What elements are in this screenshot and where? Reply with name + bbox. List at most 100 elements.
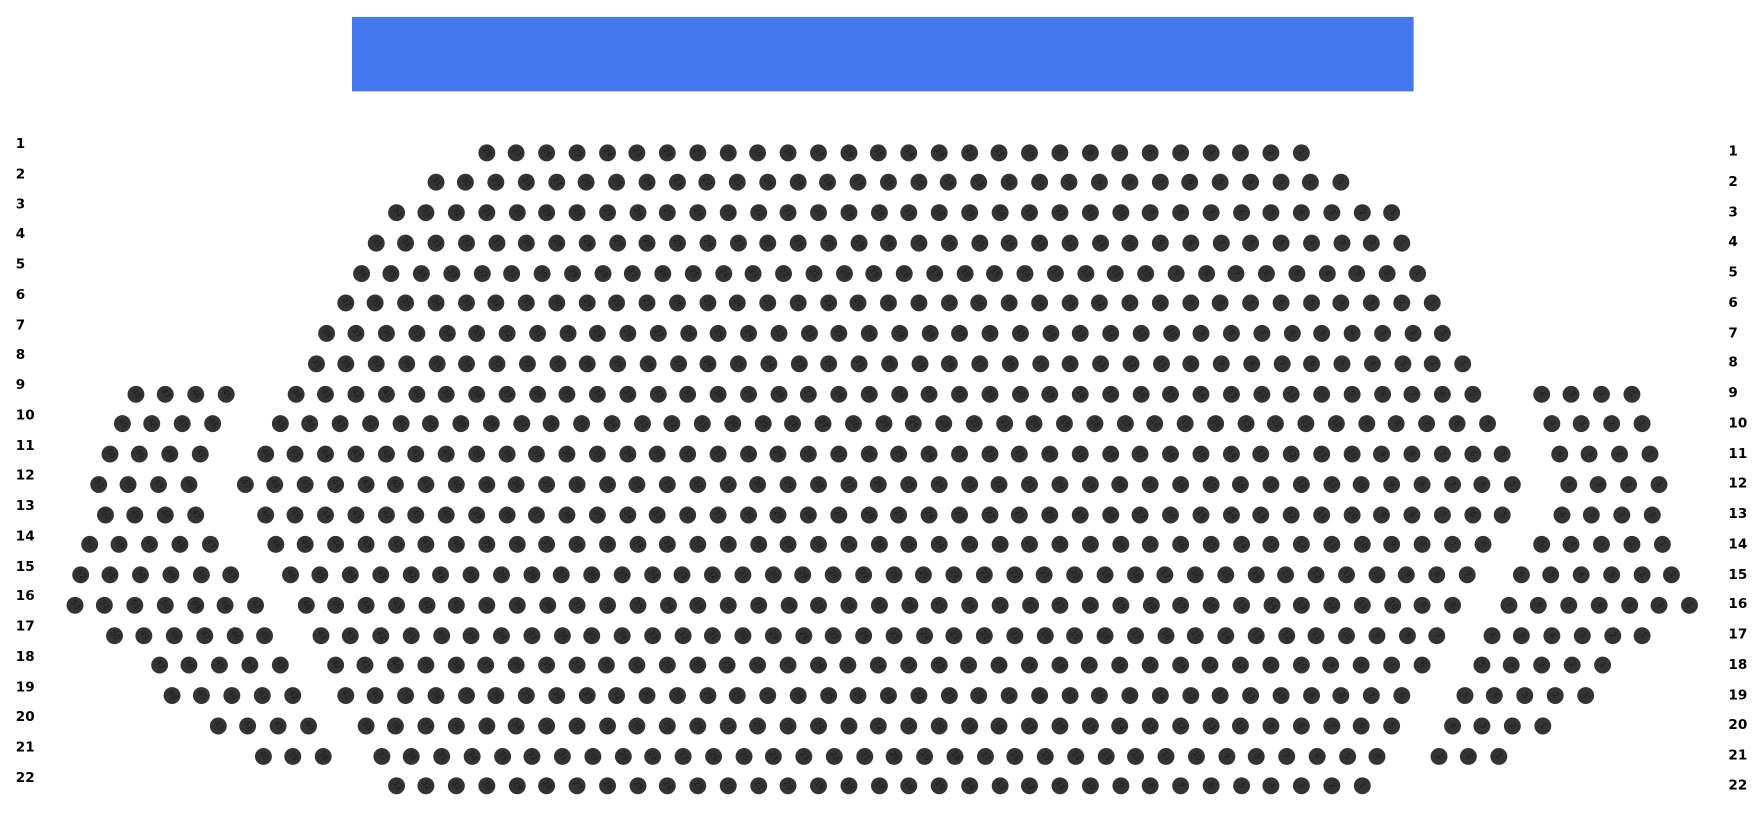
seat[interactable]: 32 [689, 475, 706, 493]
seat[interactable]: 26 [870, 475, 888, 493]
seat[interactable]: 35 [517, 687, 535, 705]
seat[interactable]: 16 [1091, 687, 1109, 705]
seat[interactable]: 3 [1272, 174, 1289, 191]
seat[interactable]: 35 [408, 324, 426, 342]
seat[interactable]: 12 [1292, 536, 1310, 554]
seat[interactable]: 25 [890, 445, 908, 463]
seat[interactable]: 45 [217, 385, 235, 403]
seat[interactable]: 13 [1141, 717, 1159, 735]
seat[interactable]: 33 [443, 264, 461, 282]
seat[interactable]: 49 [162, 566, 180, 584]
seat[interactable]: 13 [1252, 506, 1270, 524]
seat[interactable]: 27 [840, 536, 858, 554]
seat[interactable]: 8 [1222, 324, 1240, 342]
seat[interactable]: 6 [1303, 355, 1321, 373]
seat[interactable]: 16 [1051, 717, 1069, 735]
seat[interactable]: 8 [1403, 445, 1421, 463]
seat[interactable]: 32 [608, 687, 626, 705]
seat[interactable]: 10 [1352, 475, 1370, 493]
seat[interactable]: 30 [533, 264, 551, 282]
seat[interactable]: 42 [372, 626, 390, 644]
seat[interactable]: 40 [432, 626, 450, 644]
seat[interactable]: 17 [1131, 506, 1149, 524]
seat[interactable]: 33 [633, 415, 651, 433]
seat[interactable]: 41 [432, 566, 450, 584]
seat[interactable]: 20 [1041, 506, 1059, 524]
seat[interactable]: 33 [643, 626, 661, 644]
seat[interactable]: 6 [1202, 777, 1220, 795]
seat[interactable]: 30 [688, 657, 706, 674]
seat[interactable]: 38 [538, 596, 556, 614]
seat[interactable]: 15 [1141, 657, 1159, 674]
seat[interactable]: 6 [1257, 264, 1275, 282]
seat[interactable]: 22 [749, 204, 767, 222]
seat[interactable]: 32 [447, 204, 465, 222]
seat[interactable]: 4 [1363, 355, 1381, 373]
seat[interactable]: 24 [915, 626, 933, 644]
seat[interactable]: 8 [1444, 596, 1462, 614]
seat[interactable]: 33 [387, 777, 405, 795]
seat[interactable]: 8 [1352, 657, 1370, 674]
seat[interactable]: 7 [1212, 234, 1230, 252]
seat[interactable]: 45 [296, 475, 314, 493]
seat[interactable]: 11 [1030, 174, 1048, 191]
seat[interactable]: 11 [1107, 264, 1124, 282]
seat[interactable]: 43 [317, 385, 335, 403]
seat[interactable]: 6 [1352, 717, 1370, 735]
seat[interactable]: 24 [849, 687, 867, 705]
seat[interactable]: 40 [299, 717, 317, 735]
seat[interactable]: 24 [809, 717, 827, 735]
seat[interactable]: 14 [1030, 294, 1048, 312]
seat[interactable]: 9 [1142, 204, 1159, 222]
seat[interactable]: 24 [699, 234, 717, 252]
seat[interactable]: 11 [1312, 445, 1330, 463]
seat[interactable]: 19 [749, 143, 767, 161]
seat[interactable]: 1 [1653, 536, 1671, 554]
seat[interactable]: 43 [357, 475, 374, 493]
seat[interactable]: 23 [991, 596, 1009, 614]
seat[interactable]: 17 [1142, 536, 1159, 554]
seat[interactable]: 12 [1282, 506, 1300, 524]
seat[interactable]: 28 [749, 657, 767, 674]
seat[interactable]: 47 [222, 566, 240, 584]
seat[interactable]: 42 [361, 415, 379, 433]
seat[interactable]: 28 [644, 747, 662, 765]
seat[interactable]: 27 [719, 717, 737, 735]
seat[interactable]: 10 [1343, 445, 1361, 463]
seat[interactable]: 28 [809, 475, 827, 493]
seat[interactable]: 17 [910, 234, 928, 252]
seat[interactable]: 23 [950, 445, 968, 463]
seat[interactable]: 22 [951, 385, 968, 403]
seat[interactable]: 36 [377, 324, 395, 342]
seat[interactable]: 39 [284, 747, 302, 765]
seat[interactable]: 1 [1393, 234, 1411, 252]
seat[interactable]: 3 [1232, 143, 1250, 161]
seat[interactable]: 2 [1460, 747, 1478, 765]
seat[interactable]: 16 [1146, 415, 1164, 433]
seat[interactable]: 32 [674, 626, 692, 644]
seat[interactable]: 37 [512, 415, 530, 433]
seat[interactable]: 5 [1494, 445, 1511, 463]
seat[interactable]: 16 [970, 294, 988, 312]
seat[interactable]: 13 [1046, 264, 1064, 282]
seat[interactable]: 41 [417, 475, 435, 493]
seat[interactable]: 2 [1378, 264, 1396, 282]
seat[interactable]: 48 [143, 415, 161, 433]
seat[interactable]: 13 [1293, 596, 1311, 614]
seat[interactable]: 12 [1231, 657, 1249, 674]
seat[interactable]: 11 [1337, 566, 1355, 584]
seat[interactable]: 14 [1222, 506, 1240, 524]
seat[interactable]: 21 [1011, 445, 1029, 463]
seat[interactable]: 4 [1532, 385, 1550, 403]
seat[interactable]: 23 [839, 717, 857, 735]
seat[interactable]: 34 [628, 475, 646, 493]
seat[interactable]: 24 [598, 143, 616, 161]
seat[interactable]: 46 [163, 687, 180, 705]
seat[interactable]: 1 [1434, 324, 1452, 342]
seat[interactable]: 28 [689, 717, 706, 735]
seat[interactable]: 40 [462, 566, 480, 584]
seat[interactable]: 19 [1096, 566, 1114, 584]
seat[interactable]: 48 [171, 536, 189, 554]
seat[interactable]: 22 [1021, 596, 1039, 614]
seat[interactable]: 33 [619, 385, 637, 403]
